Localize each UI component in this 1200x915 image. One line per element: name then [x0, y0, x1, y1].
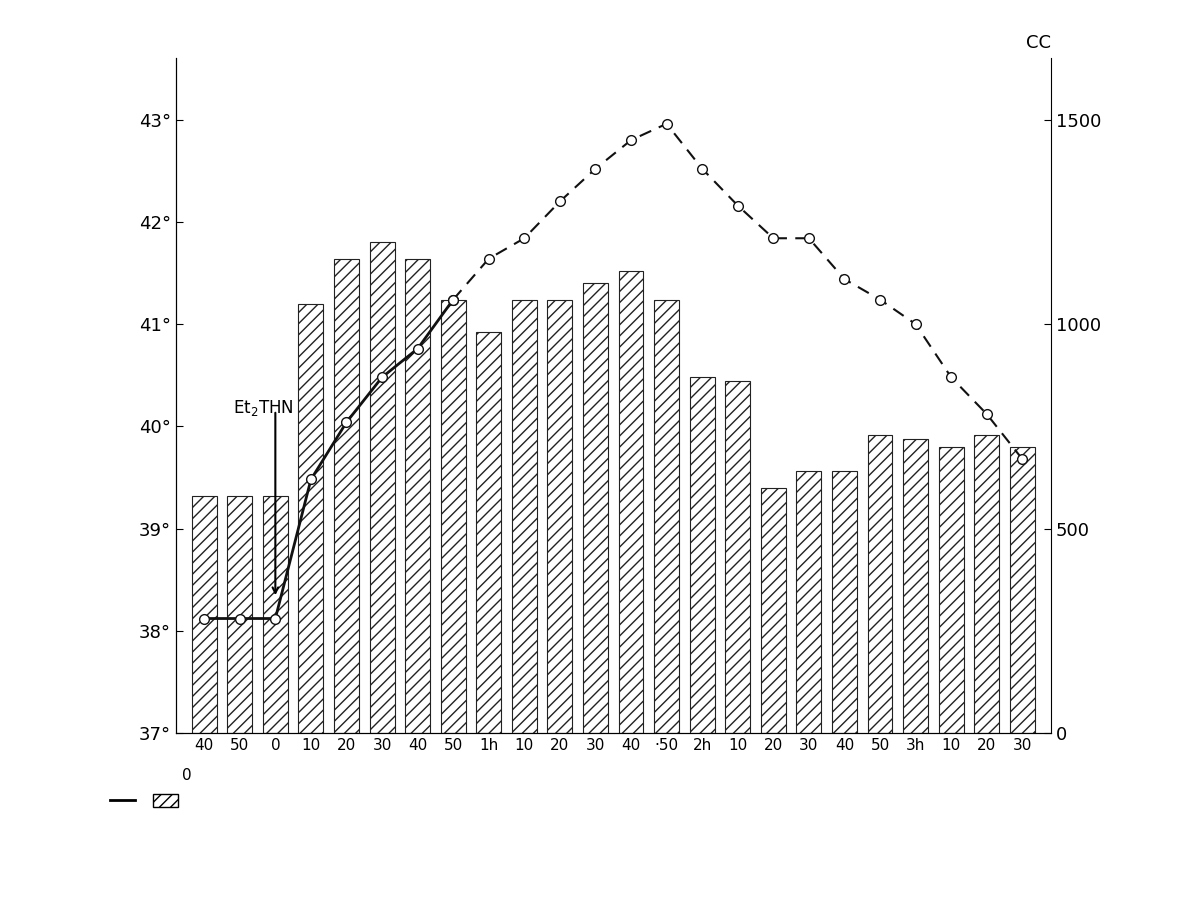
Legend: , : ,	[104, 789, 194, 813]
Text: Et$_2$THN: Et$_2$THN	[233, 398, 293, 418]
Bar	[690, 377, 715, 733]
Bar	[868, 435, 893, 733]
Bar	[299, 304, 323, 733]
Bar	[974, 435, 1000, 733]
Bar	[904, 438, 928, 733]
Text: 0: 0	[181, 768, 191, 782]
Bar	[263, 496, 288, 733]
Bar	[1010, 447, 1034, 733]
Bar	[547, 299, 572, 733]
Bar	[227, 496, 252, 733]
Bar	[440, 299, 466, 733]
Bar	[832, 471, 857, 733]
Bar	[761, 488, 786, 733]
Bar	[370, 242, 395, 733]
Bar	[334, 259, 359, 733]
Bar	[192, 496, 217, 733]
Bar	[725, 382, 750, 733]
Bar	[583, 284, 608, 733]
Bar	[406, 259, 430, 733]
Bar	[618, 271, 643, 733]
Bar	[938, 447, 964, 733]
Bar	[512, 299, 536, 733]
Bar	[654, 299, 679, 733]
Text: CC: CC	[1026, 34, 1051, 51]
Bar	[797, 471, 821, 733]
Bar	[476, 332, 502, 733]
